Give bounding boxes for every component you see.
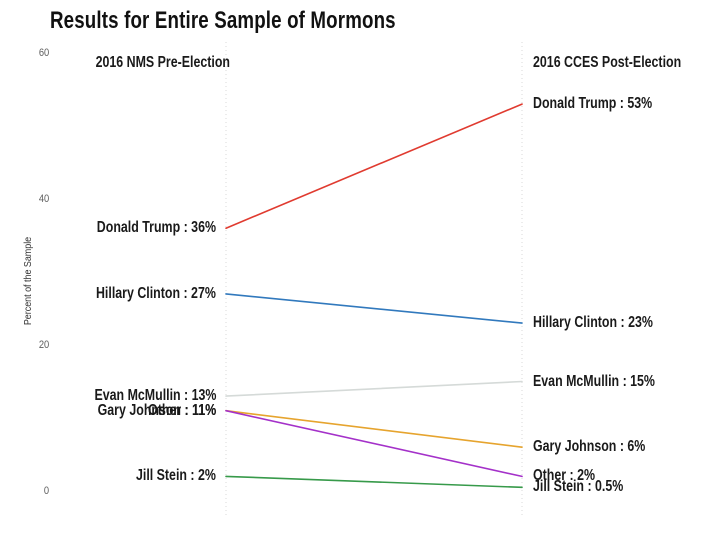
series-line-other bbox=[225, 409, 523, 478]
y-tick-label-60: 60 bbox=[38, 46, 49, 59]
series-line-evan-mcmullin bbox=[225, 380, 523, 397]
series-label-right-donald-trump: Donald Trump : 53% bbox=[533, 95, 653, 113]
series-label-right-hillary-clinton: Hillary Clinton : 23% bbox=[533, 314, 653, 332]
series-label-right-jill-stein: Jill Stein : 0.5% bbox=[533, 478, 624, 496]
series-label-right-evan-mcmullin: Evan McMullin : 15% bbox=[533, 372, 655, 390]
series-label-left-other: Other : 11% bbox=[147, 401, 216, 419]
series-label-left-gary-johnson: Gary Johnson : 11% bbox=[97, 401, 216, 419]
y-tick-label-0: 0 bbox=[43, 484, 49, 497]
column-header-pre-election: 2016 NMS Pre-Election bbox=[95, 54, 230, 71]
series-line-donald-trump bbox=[225, 103, 523, 229]
y-tick-label-40: 40 bbox=[38, 192, 49, 205]
chart-title: Results for Entire Sample of Mormons bbox=[50, 7, 396, 34]
y-axis-title: Percent of the Sample bbox=[21, 236, 34, 326]
series-line-gary-johnson bbox=[225, 409, 523, 449]
series-label-left-donald-trump: Donald Trump : 36% bbox=[96, 219, 216, 237]
column-header-post-election: 2016 CCES Post-Election bbox=[533, 54, 682, 71]
series-label-left-jill-stein: Jill Stein : 2% bbox=[136, 467, 216, 485]
series-label-right-gary-johnson: Gary Johnson : 6% bbox=[533, 438, 646, 456]
series-label-left-evan-mcmullin: Evan McMullin : 13% bbox=[94, 387, 216, 405]
series-line-jill-stein bbox=[225, 475, 523, 489]
series-line-hillary-clinton bbox=[225, 293, 523, 324]
series-label-left-hillary-clinton: Hillary Clinton : 27% bbox=[96, 284, 216, 302]
series-label-right-other: Other : 2% bbox=[533, 467, 596, 485]
y-tick-label-20: 20 bbox=[38, 338, 49, 351]
